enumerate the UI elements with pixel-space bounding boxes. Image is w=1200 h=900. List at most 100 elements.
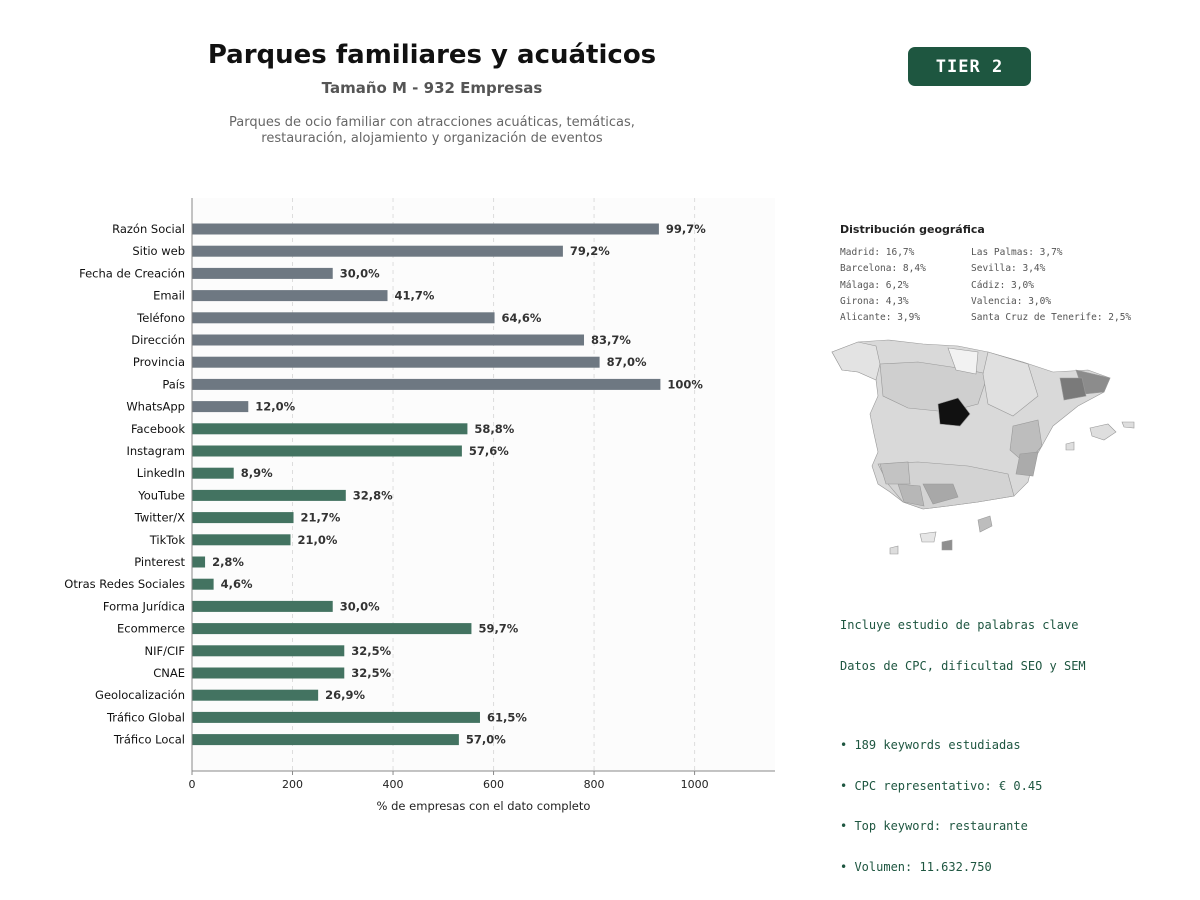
keywords-line-2: Datos de CPC, dificultad SEO y SEM (840, 658, 1086, 673)
data-label: 100% (667, 377, 703, 391)
category-label: Email (153, 289, 185, 303)
data-label: 64,6% (502, 311, 542, 325)
category-label: TikTok (149, 533, 186, 547)
geo-item: Málaga: 6,2% (840, 279, 909, 291)
category-label: Tráfico Global (106, 710, 185, 724)
map-canarias-west (889, 545, 899, 555)
bar (192, 334, 585, 346)
map-alicante (1015, 451, 1039, 477)
bar (192, 734, 459, 746)
page-subtitle: Tamaño M - 932 Empresas (321, 79, 543, 97)
category-label: Fecha de Creación (79, 266, 185, 280)
bar (192, 445, 462, 457)
data-label: 83,7% (591, 333, 631, 347)
description-line-1: Parques de ocio familiar con atracciones… (229, 115, 635, 130)
category-label: Ecommerce (117, 622, 185, 636)
map-aragon (982, 351, 1039, 417)
map-canarias-gc (941, 539, 953, 551)
category-label: Tráfico Local (113, 733, 185, 747)
data-label: 57,6% (469, 444, 509, 458)
category-label: Twitter/X (134, 511, 185, 525)
map-canarias-east (977, 515, 993, 533)
category-label: Facebook (131, 422, 185, 436)
page-title: Parques familiares y acuáticos (207, 40, 657, 70)
data-label: 59,7% (478, 622, 518, 636)
data-label: 41,7% (395, 289, 435, 303)
description-line-2: restauración, alojamiento y organización… (261, 131, 603, 146)
geo-item: Sevilla: 3,4% (971, 263, 1046, 275)
geo-item: Valencia: 3,0% (971, 295, 1052, 307)
category-label: NIF/CIF (144, 644, 185, 658)
x-axis-title: % de empresas con el dato completo (377, 799, 591, 813)
bar (192, 556, 206, 568)
bar (192, 667, 345, 679)
data-label: 26,9% (325, 688, 365, 702)
x-tick-label: 0 (189, 778, 196, 791)
bar (192, 645, 345, 657)
bar (192, 489, 346, 501)
data-label: 30,0% (340, 266, 380, 280)
bar (192, 711, 480, 723)
data-label: 61,5% (487, 710, 527, 724)
map-mallorca (1089, 423, 1117, 441)
map-canarias-tenerife (919, 531, 937, 543)
category-label: YouTube (137, 488, 185, 502)
bar (192, 623, 472, 635)
geo-item: Girona: 4,3% (840, 295, 909, 307)
geo-item: Madrid: 16,7% (840, 247, 915, 258)
bar (192, 356, 600, 368)
data-label: 79,2% (570, 244, 610, 258)
data-label: 58,8% (474, 422, 514, 436)
data-label: 8,9% (241, 466, 273, 480)
bar (192, 534, 291, 546)
category-label: Razón Social (112, 222, 185, 236)
keywords-line-1: Incluye estudio de palabras clave (840, 618, 1079, 632)
geo-item: Cádiz: 3,0% (971, 279, 1034, 291)
map-menorca (1121, 421, 1135, 429)
geo-list-col2: Las Palmas: 3,7% Sevilla: 3,4% Cádiz: 3,… (971, 246, 1131, 327)
map-malaga (922, 483, 959, 505)
category-label: Sitio web (132, 244, 185, 258)
geo-list-col1: Madrid: 16,7% Barcelona: 8,4% Málaga: 6,… (840, 246, 926, 327)
category-label: País (162, 377, 185, 391)
x-tick-label: 200 (282, 778, 303, 791)
map-madrid (937, 397, 971, 427)
data-label: 32,8% (353, 488, 393, 502)
bar (192, 378, 661, 390)
bar (192, 267, 333, 279)
spain-map (831, 339, 1135, 555)
x-tick-label: 400 (383, 778, 404, 791)
bar (192, 423, 468, 435)
category-label: Forma Jurídica (103, 599, 185, 613)
category-label: Teléfono (136, 311, 185, 325)
map-barcelona (1059, 377, 1087, 401)
category-label: WhatsApp (126, 400, 185, 414)
map-ibiza (1065, 441, 1075, 451)
keyword-bullet: • Volumen: 11.632.750 (840, 859, 992, 874)
geo-item: Las Palmas: 3,7% (971, 247, 1063, 258)
data-label: 21,0% (298, 533, 338, 547)
category-label: Pinterest (134, 555, 185, 569)
x-tick-label: 800 (584, 778, 605, 791)
map-sevilla (879, 461, 911, 485)
category-label: Geolocalización (95, 688, 185, 702)
keyword-bullet: • Top keyword: restaurante (840, 819, 1028, 833)
data-label: 32,5% (351, 666, 391, 680)
plot-area (192, 198, 775, 771)
x-tick-label: 600 (483, 778, 504, 791)
geo-item: Alicante: 3,9% (840, 312, 921, 324)
map-navarra (947, 347, 979, 375)
bar (192, 467, 234, 479)
tier-badge: TIER 2 (908, 47, 1031, 86)
data-label: 32,5% (351, 644, 391, 658)
category-label: CNAE (153, 666, 185, 680)
bar (192, 290, 388, 302)
data-label: 12,0% (255, 400, 295, 414)
bar (192, 245, 563, 257)
data-label: 2,8% (212, 555, 244, 569)
category-label: Instagram (126, 444, 185, 458)
bar (192, 312, 495, 324)
keyword-bullet: • CPC representativo: € 0.45 (840, 778, 1043, 793)
data-label: 21,7% (301, 511, 341, 525)
data-label: 57,0% (466, 733, 506, 747)
